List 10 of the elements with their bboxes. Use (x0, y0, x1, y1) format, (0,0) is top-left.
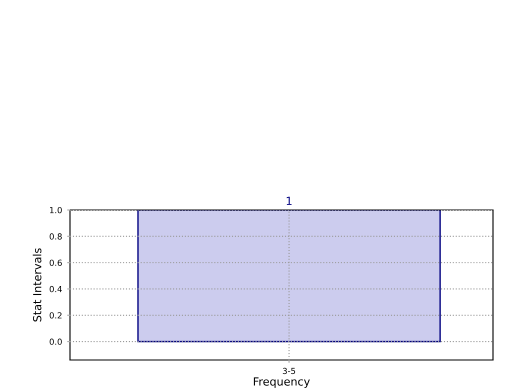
y-tick-label: 0.6 (50, 260, 62, 266)
x-tick-label: 3-5 (282, 368, 296, 374)
y-tick-label: 0.8 (50, 233, 62, 240)
y-tick-label: 0.4 (50, 286, 62, 292)
y-axis-title: Stat Intervals (32, 248, 42, 322)
data-label: 1 (286, 196, 292, 205)
y-tick-label: 0.0 (50, 338, 62, 345)
x-axis-title: Frequency (254, 377, 310, 388)
y-tick-label: 1.0 (50, 206, 62, 214)
y-tick-label: 0.2 (50, 312, 62, 319)
